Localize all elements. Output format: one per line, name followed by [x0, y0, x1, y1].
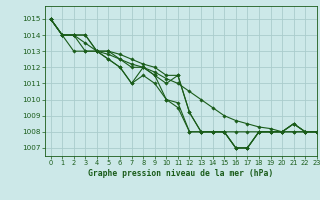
X-axis label: Graphe pression niveau de la mer (hPa): Graphe pression niveau de la mer (hPa) [88, 169, 273, 178]
